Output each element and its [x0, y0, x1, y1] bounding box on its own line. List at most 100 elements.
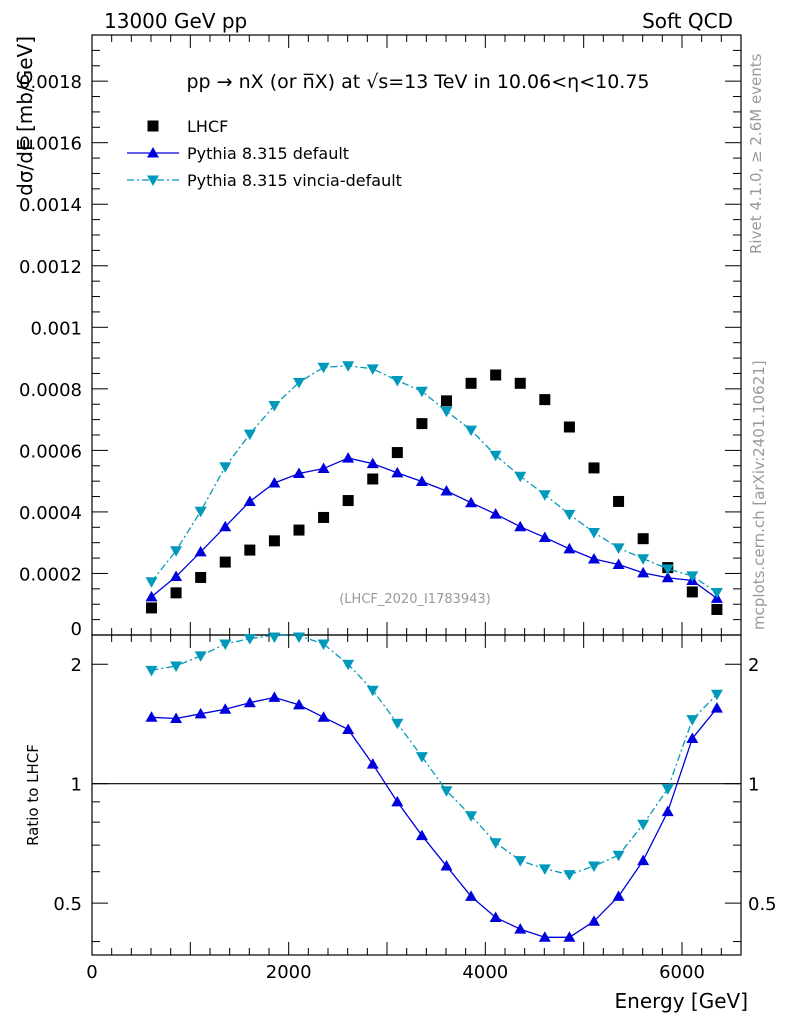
- default-point: [366, 457, 379, 469]
- vincia-ratio-point: [170, 661, 183, 672]
- vincia-ratio-point: [587, 861, 600, 873]
- vincia-point: [538, 490, 551, 501]
- ratio-y-tick-label-left: 2: [71, 655, 82, 676]
- ratio-y-tick-label-right: 2: [748, 655, 759, 676]
- vincia-point: [612, 543, 625, 554]
- y-tick-label: 0.001: [30, 318, 82, 339]
- lhcf-data-point: [268, 535, 280, 547]
- x-tick-label: 6000: [659, 962, 705, 983]
- y-axis-title: dσ/dE [mb/GeV]: [13, 36, 37, 196]
- x-tick-label: 4000: [462, 962, 508, 983]
- lhcf-data-point: [416, 418, 428, 430]
- vincia-ratio-point: [145, 665, 158, 677]
- default-ratio-point: [637, 854, 650, 866]
- default-ratio-point: [710, 702, 723, 713]
- default-ratio-line: [151, 696, 718, 938]
- lhcf-data-point: [613, 495, 625, 507]
- lhcf-data-point: [293, 524, 305, 536]
- lhcf-data-point: [244, 544, 256, 556]
- legend-entry-label: LHCF: [187, 117, 228, 136]
- vincia-point: [710, 588, 723, 599]
- default-point: [391, 466, 404, 478]
- lhcf-data-point: [219, 556, 231, 568]
- default-ratio-point: [342, 723, 355, 734]
- lhcf-data-point: [686, 586, 698, 598]
- default-point: [587, 553, 600, 564]
- lhcf-data-point: [514, 377, 526, 389]
- ratio-series-layer: [145, 632, 723, 942]
- default-point: [440, 485, 453, 496]
- vincia-ratio-point: [317, 639, 330, 650]
- default-point: [342, 452, 355, 463]
- y-tick-label: 0.0004: [19, 503, 82, 524]
- header-category-label: Soft QCD: [642, 9, 733, 33]
- legend-entry-label: Pythia 8.315 vincia-default: [187, 171, 402, 190]
- vincia-ratio-point: [219, 639, 232, 650]
- vincia-point: [268, 400, 281, 412]
- default-point: [292, 467, 305, 478]
- vincia-ratio-point: [366, 685, 379, 697]
- vincia-point: [317, 362, 330, 374]
- default-point: [538, 531, 551, 542]
- default-point: [219, 520, 232, 532]
- vincia-series-line: [150, 365, 718, 594]
- legend-vincia-marker: [147, 175, 159, 186]
- default-ratio-point: [317, 711, 330, 722]
- default-point: [268, 477, 281, 488]
- vincia-point: [637, 554, 650, 565]
- vincia-point: [440, 406, 453, 418]
- ratio-y-tick-label-right: 0.5: [748, 894, 777, 915]
- vincia-point: [661, 564, 674, 575]
- ratio-y-tick-label-right: 1: [748, 775, 759, 796]
- vincia-ratio-point: [686, 715, 699, 726]
- y-tick-label: 0.0002: [19, 564, 82, 585]
- vincia-ratio-point: [563, 870, 576, 881]
- legend-default-marker: [147, 147, 159, 158]
- default-ratio-point: [194, 707, 207, 719]
- default-ratio-point: [440, 860, 453, 871]
- legend: LHCF Pythia 8.315 default Pythia 8.315 vin…: [127, 117, 402, 190]
- ratio-y-axis-title: Ratio to LHCF: [24, 744, 42, 846]
- y-tick-label: 0.0006: [19, 441, 82, 462]
- vincia-ratio-point: [637, 819, 650, 831]
- vincia-ratio-point: [292, 632, 305, 643]
- default-point: [170, 570, 183, 582]
- x-tick-label: 2000: [266, 962, 312, 983]
- vincia-ratio-point: [514, 856, 527, 867]
- vincia-point: [415, 386, 428, 398]
- default-point: [243, 495, 256, 506]
- vincia-point: [563, 509, 576, 521]
- default-ratio-point: [292, 698, 305, 710]
- default-point: [661, 571, 674, 583]
- default-ratio-point: [219, 703, 232, 714]
- ratio-axes: 0 2000 4000 6000 0.5 0.5 1 1 2 2: [53, 635, 777, 983]
- ratio-y-tick-label-left: 0.5: [53, 894, 82, 915]
- default-point: [563, 542, 576, 554]
- default-ratio-point: [415, 829, 428, 841]
- lhcf-data-point: [342, 495, 354, 507]
- default-point: [637, 566, 650, 578]
- lhcf-data-point: [145, 602, 157, 614]
- vincia-point: [366, 364, 379, 375]
- vincia-ratio-point: [661, 784, 674, 795]
- mcplots-reference-label: mcplots.cern.ch [arXiv:2401.10621]: [750, 360, 768, 630]
- default-ratio-point: [587, 915, 600, 926]
- lhcf-data-point: [563, 421, 575, 433]
- default-series-line: [151, 457, 718, 599]
- legend-entry-label: Pythia 8.315 default: [187, 144, 349, 163]
- vincia-point: [194, 506, 207, 518]
- default-ratio-point: [514, 923, 527, 934]
- vincia-ratio-point: [612, 850, 625, 862]
- vincia-ratio-point: [268, 632, 281, 643]
- x-tick-label: 0: [86, 962, 97, 983]
- default-ratio-point: [661, 805, 674, 817]
- lhcf-data-point: [440, 395, 452, 407]
- lhcf-data-point: [465, 377, 477, 389]
- vincia-point: [170, 546, 183, 557]
- default-ratio-point: [686, 732, 699, 743]
- lhcf-data-point: [490, 369, 502, 381]
- default-point: [612, 558, 625, 570]
- default-ratio-point: [563, 931, 576, 942]
- default-ratio-point: [465, 890, 478, 901]
- plot-title: pp → nX (or n̅X) at √s=13 TeV in 10.06<η…: [186, 71, 649, 93]
